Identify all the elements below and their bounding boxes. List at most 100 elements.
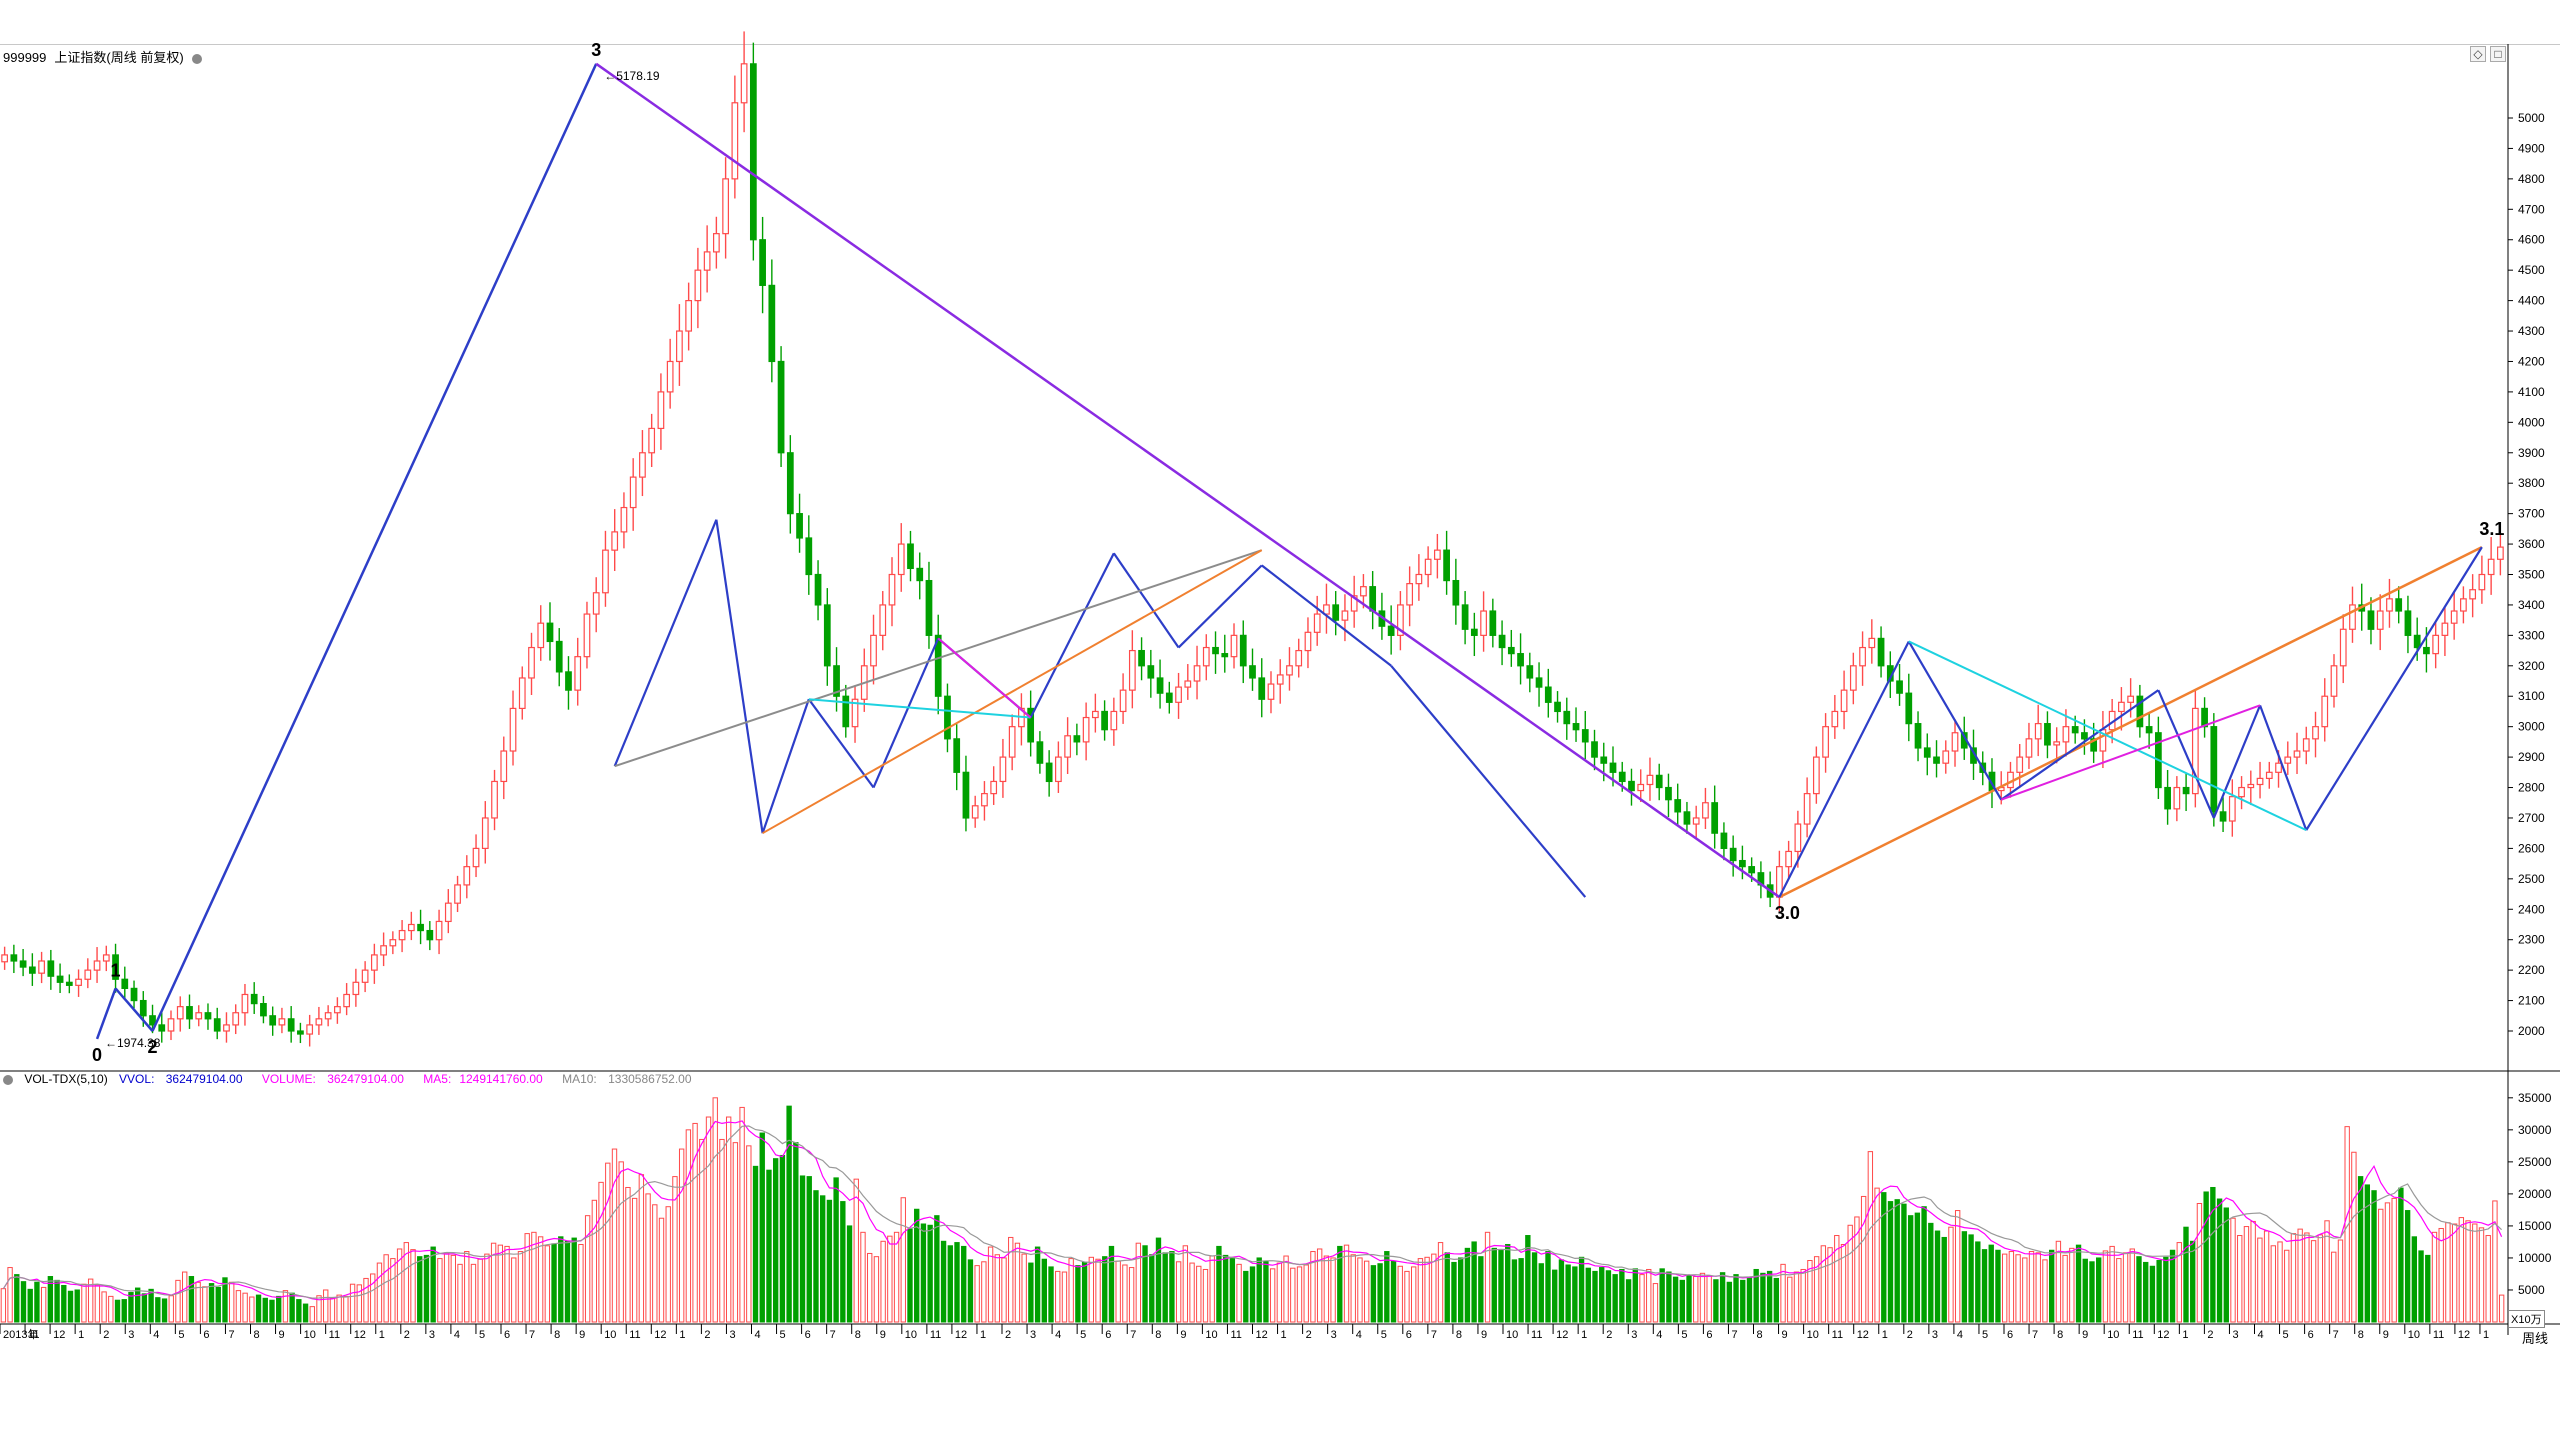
- volume-bar: [746, 1145, 752, 1323]
- trend-line-magenta: [2000, 704, 2261, 801]
- candle-body: [1212, 646, 1219, 655]
- volume-bar: [1652, 1283, 1659, 1323]
- candle-body: [842, 695, 850, 728]
- candle-body: [2312, 726, 2319, 740]
- time-tick-label: 9: [1481, 1329, 1487, 1341]
- wave-line-2-3: [151, 63, 598, 1032]
- time-tick-label: 3: [429, 1329, 435, 1341]
- volume-bar: [1169, 1251, 1175, 1323]
- time-tick-label: 2013年: [3, 1327, 38, 1341]
- vol-tick-label: 30000: [2518, 1123, 2552, 1137]
- period-label[interactable]: 周线: [2522, 1331, 2549, 1346]
- volume-bar: [947, 1245, 953, 1323]
- candle-body: [1923, 747, 1931, 758]
- volume-bar: [1343, 1244, 1350, 1323]
- volume-bar: [2001, 1253, 2008, 1323]
- candle-body: [1424, 558, 1432, 576]
- volume-bar: [1625, 1279, 1632, 1323]
- candle-body: [2016, 756, 2024, 773]
- volume-bar: [249, 1296, 255, 1323]
- volume-bar: [752, 1165, 759, 1323]
- volume-bar: [1034, 1246, 1041, 1323]
- time-tick-label: 6: [1406, 1329, 1412, 1341]
- volume-bar: [1639, 1274, 1645, 1323]
- volume-bar: [1323, 1255, 1330, 1323]
- volume-bar: [282, 1290, 289, 1323]
- volume-bar: [1881, 1192, 1887, 1323]
- volume-bar: [578, 1243, 584, 1323]
- candle-body: [1369, 586, 1377, 612]
- volume-bar: [1592, 1270, 1598, 1323]
- volume-bar: [67, 1290, 74, 1323]
- volume-bar: [1605, 1270, 1612, 1323]
- volume-bar: [1102, 1256, 1108, 1323]
- volume-bar: [645, 1193, 651, 1323]
- volume-bar: [168, 1295, 174, 1323]
- candle-body: [1526, 665, 1534, 679]
- volume-bar: [1478, 1256, 1484, 1323]
- candle-body: [426, 929, 434, 941]
- volume-bar: [1558, 1259, 1565, 1323]
- price-tick-label: 4400: [2518, 294, 2545, 308]
- time-tick-label: 6: [1706, 1329, 1712, 1341]
- time-tick-label: 11: [28, 1329, 39, 1341]
- candle-body: [287, 1018, 295, 1032]
- volume-bar: [1021, 1253, 1027, 1323]
- diamond-button[interactable]: ◇: [2470, 46, 2486, 62]
- volume-bar: [2438, 1227, 2444, 1323]
- candle-body: [713, 233, 720, 253]
- candle-body: [84, 969, 92, 980]
- volume-bar: [497, 1244, 504, 1323]
- candle-body: [1295, 649, 1303, 667]
- candle-body: [620, 506, 628, 533]
- restore-button[interactable]: □: [2490, 46, 2506, 62]
- volume-bar: [893, 1231, 900, 1323]
- candle-body: [1175, 686, 1182, 703]
- volume-bar: [598, 1181, 604, 1323]
- candle-body: [1091, 710, 1099, 719]
- volume-bar: [2082, 1258, 2088, 1323]
- volume-bar: [1854, 1216, 1860, 1323]
- vol-tick-label: 5000: [2518, 1283, 2545, 1297]
- candle-body: [1517, 653, 1524, 667]
- volume-bar: [121, 1299, 127, 1323]
- time-tick-label: 4: [1957, 1329, 1963, 1341]
- volume-bar: [2156, 1260, 2162, 1323]
- zoom-box[interactable]: X10万: [2508, 1310, 2545, 1328]
- volume-bar: [1901, 1203, 1907, 1323]
- volume-bar: [2022, 1257, 2028, 1323]
- candle-body: [2136, 695, 2144, 728]
- time-tick-label: 10: [2408, 1329, 2420, 1341]
- volume-bar: [255, 1294, 262, 1323]
- volume-bar: [27, 1288, 33, 1323]
- candle-body: [2497, 546, 2504, 560]
- candle-body: [731, 102, 739, 180]
- time-tick-label: 12: [354, 1329, 366, 1341]
- candle-body: [1591, 741, 1598, 758]
- volume-bar: [1014, 1242, 1021, 1323]
- candle-body: [2432, 634, 2440, 655]
- gear-icon[interactable]: [191, 53, 202, 64]
- time-tick-label: 8: [1155, 1329, 1161, 1341]
- sub-wave-line: [1261, 564, 1392, 667]
- volume-bar: [1209, 1255, 1215, 1323]
- volume-bar: [2492, 1200, 2498, 1323]
- time-tick-label: 1: [980, 1329, 986, 1341]
- volume-bar: [7, 1267, 13, 1323]
- volume-bar: [672, 1176, 678, 1323]
- candle-body: [759, 239, 766, 286]
- volume-bar: [229, 1281, 235, 1323]
- candle-body: [1729, 847, 1737, 862]
- volume-bar: [2237, 1235, 2243, 1323]
- volume-bar: [2337, 1239, 2344, 1323]
- candle-body: [1739, 859, 1746, 868]
- candle-body: [380, 945, 387, 956]
- price-tick-label: 4600: [2518, 233, 2545, 247]
- volume-bar: [1182, 1245, 1189, 1323]
- settings-icon[interactable]: [3, 1074, 13, 1085]
- candle-body: [10, 954, 18, 962]
- sub-wave-line: [1907, 640, 2003, 801]
- candle-body: [1637, 783, 1645, 792]
- volume-bar: [907, 1228, 913, 1323]
